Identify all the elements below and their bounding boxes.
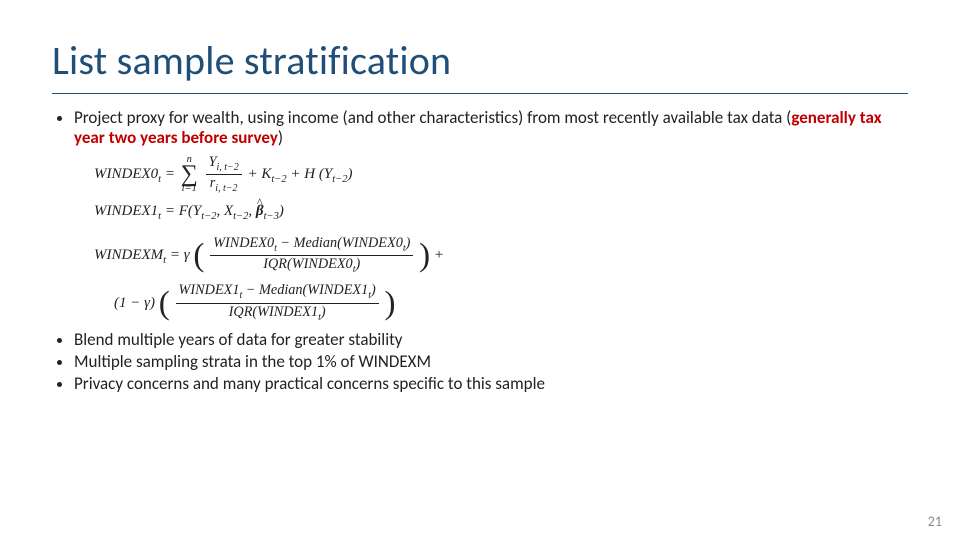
eq3-fraction-1: WINDEX0t − Median(WINDEX0t) IQR(WINDEX0t…: [210, 235, 413, 277]
eq1-lhs: WINDEX0: [94, 166, 158, 182]
eq2-beta-hat: β: [256, 202, 264, 221]
eq2-close: ): [279, 203, 284, 219]
eq1-lhs-sub: t: [158, 174, 161, 185]
bullet-2: Blend multiple years of data for greater…: [74, 330, 908, 350]
eq3-one-minus-gamma: (1 − γ): [114, 295, 155, 311]
eq2-x: , X: [216, 203, 233, 219]
eq1-h-sub: t−2: [332, 174, 347, 185]
eq3-num1-close: ): [406, 235, 411, 251]
eq3-num1-a: WINDEX0: [213, 235, 274, 251]
eq3-num2-a: WINDEX1: [179, 282, 240, 298]
eq2-y-sub: t−2: [201, 211, 216, 222]
eq1-summation: n ∑ i=1: [181, 155, 198, 195]
bullet-2-text: Blend multiple years of data for greater…: [74, 329, 403, 350]
eq2-beta-sub: t−3: [264, 211, 279, 222]
eq3-den1: IQR(WINDEX0: [263, 256, 352, 272]
eq3-den2: IQR(WINDEX1: [229, 304, 318, 320]
title-underline: [52, 93, 908, 94]
eq3-gamma: = γ: [166, 247, 190, 263]
eq2-lhs: WINDEX1: [94, 203, 158, 219]
eq3-num1-med: − Median(WINDEX0: [277, 235, 403, 251]
equation-windexm-line2: (1 − γ) ( WINDEX1t − Median(WINDEX1t) IQ…: [114, 282, 908, 324]
eq2-beta: β: [256, 203, 264, 219]
bullet-4: Privacy concerns and many practical conc…: [74, 374, 908, 394]
eq3-num2-close: ): [371, 282, 376, 298]
eq1-k-term: + K: [248, 166, 272, 182]
bullet-1-text-pre: Project proxy for wealth, using income (…: [74, 107, 791, 128]
eq1-sum-bottom: i=1: [181, 184, 198, 195]
eq3-num2-med: − Median(WINDEX1: [242, 282, 368, 298]
eq1-frac-num: Y: [209, 154, 217, 170]
eq3-den2-close: ): [321, 304, 326, 320]
eq1-k-sub: t−2: [271, 174, 286, 185]
bullet-3-text: Multiple sampling strata in the top 1% o…: [74, 351, 431, 372]
bullet-list: Project proxy for wealth, using income (…: [52, 108, 908, 394]
eq1-frac-num-sub: i, t−2: [217, 162, 239, 173]
slide: List sample stratification Project proxy…: [0, 0, 960, 540]
bullet-1: Project proxy for wealth, using income (…: [74, 108, 908, 324]
equation-windexm-line1: WINDEXMt = γ ( WINDEX0t − Median(WINDEX0…: [94, 235, 908, 277]
equation-windex0: WINDEX0t = n ∑ i=1 Yi, t−2 ri, t−2 + Kt−…: [94, 154, 908, 196]
eq1-frac-den-sub: i, t−2: [215, 183, 237, 194]
bullet-4-text: Privacy concerns and many practical conc…: [74, 373, 545, 394]
eq3-den1-close: ): [355, 256, 360, 272]
eq3-plus: +: [434, 247, 444, 263]
bullet-3: Multiple sampling strata in the top 1% o…: [74, 352, 908, 372]
eq1-h-term: + H (Y: [290, 166, 332, 182]
eq2-f-open: = F(Y: [161, 203, 201, 219]
slide-title: List sample stratification: [52, 36, 908, 85]
eq1-h-close: ): [347, 166, 352, 182]
bullet-1-text-post: ): [278, 127, 283, 148]
eq2-x-sub: t−2: [233, 211, 248, 222]
page-number: 21: [928, 513, 942, 530]
eq3-fraction-2: WINDEX1t − Median(WINDEX1t) IQR(WINDEX1t…: [176, 282, 379, 324]
eq1-fraction: Yi, t−2 ri, t−2: [206, 154, 242, 196]
equation-windex1: WINDEX1t = F(Yt−2, Xt−2, βt−3): [94, 202, 908, 223]
eq2-comma: ,: [248, 203, 256, 219]
eq3-lhs: WINDEXM: [94, 247, 163, 263]
